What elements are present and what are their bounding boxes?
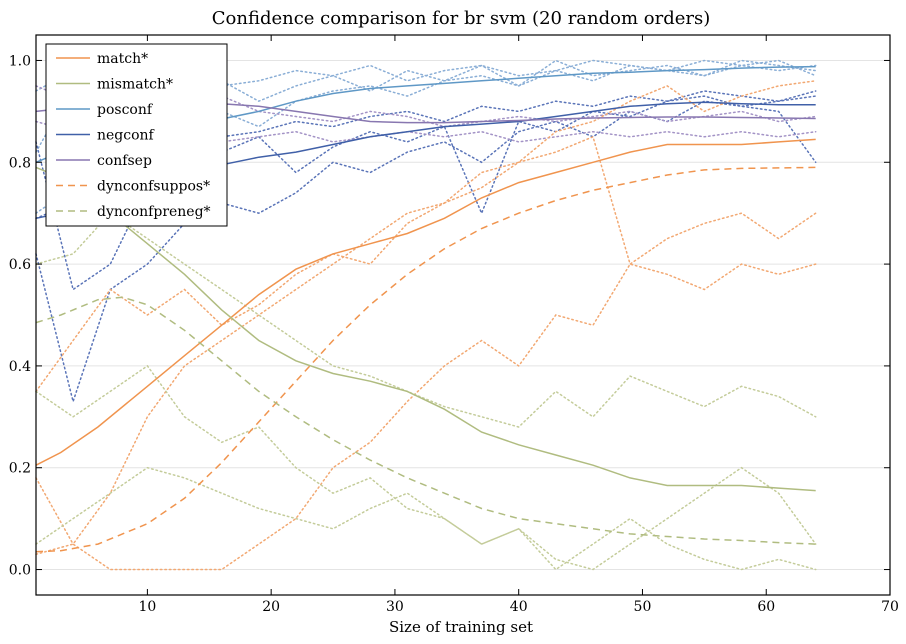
y-tick-label-1: 0.2 [9,461,31,477]
x-tick-label-5: 60 [757,599,775,615]
legend: match* mismatch* posconf negconf confsep dync… [45,43,228,227]
legend-label-6: dynconfpreneg* [97,204,211,220]
background-run-10 [35,80,817,393]
background-run-11 [35,364,817,571]
y-tick-label-2: 0.4 [9,359,31,375]
x-tick-label-3: 40 [510,599,528,615]
x-tick-label-4: 50 [634,599,652,615]
background-run-12 [35,212,817,428]
series-line-dynconfpreneg [35,296,816,545]
chart-title: Confidence comparison for br svm (20 ran… [212,8,711,29]
x-axis-label: Size of training set [389,618,533,636]
y-tick-label-0: 0.0 [9,563,31,579]
legend-label-4: confsep [97,153,152,169]
series-line-match [35,138,816,466]
series-line-dynconfsuppos [35,166,816,553]
background-run-7 [35,120,817,143]
plot-frame [35,34,891,596]
legend-label-5: dynconfsuppos* [97,179,210,195]
legend-label-1: mismatch* [97,77,173,93]
legend-label-3: negconf [97,128,156,144]
x-tick-label-6: 70 [881,599,899,615]
legend-label-2: posconf [97,102,154,118]
background-run-3 [35,100,817,405]
y-tick-label-3: 0.6 [9,257,31,273]
axis-ticks: 10 20 30 40 50 60 70 0.0 0.2 0.4 0.6 0.8 1.0 [9,35,899,615]
y-tick-label-4: 0.8 [9,155,31,171]
x-tick-label-1: 20 [262,599,280,615]
background-run-8 [35,263,817,571]
series-line-mismatch [35,166,816,492]
x-tick-label-0: 10 [138,599,156,615]
background-run-5 [35,90,817,220]
legend-label-0: match* [97,51,148,67]
background-run-13 [35,466,817,571]
y-tick-label-5: 1.0 [9,53,31,69]
x-tick-label-2: 30 [386,599,404,615]
background-run-1 [35,59,817,214]
